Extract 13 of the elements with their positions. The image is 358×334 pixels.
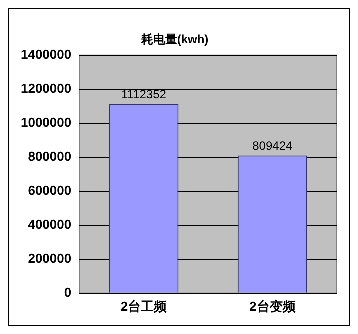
y-tick-label: 600000 <box>28 182 72 198</box>
y-tick-label: 1200000 <box>20 80 72 96</box>
data-label: 1112352 <box>121 88 167 102</box>
y-tick-label: 1400000 <box>20 46 72 62</box>
x-tick-label: 2台变频 <box>250 298 297 314</box>
data-label: 809424 <box>252 139 293 154</box>
chart-title: 耗电量(kwh) <box>140 32 209 47</box>
y-tick-label: 400000 <box>28 216 72 232</box>
y-tick-label: 1000000 <box>20 114 72 130</box>
y-tick-label: 0 <box>64 284 72 300</box>
y-tick-label: 800000 <box>28 148 72 164</box>
y-tick-label: 200000 <box>28 250 72 266</box>
x-tick-label: 2台工频 <box>120 298 168 314</box>
